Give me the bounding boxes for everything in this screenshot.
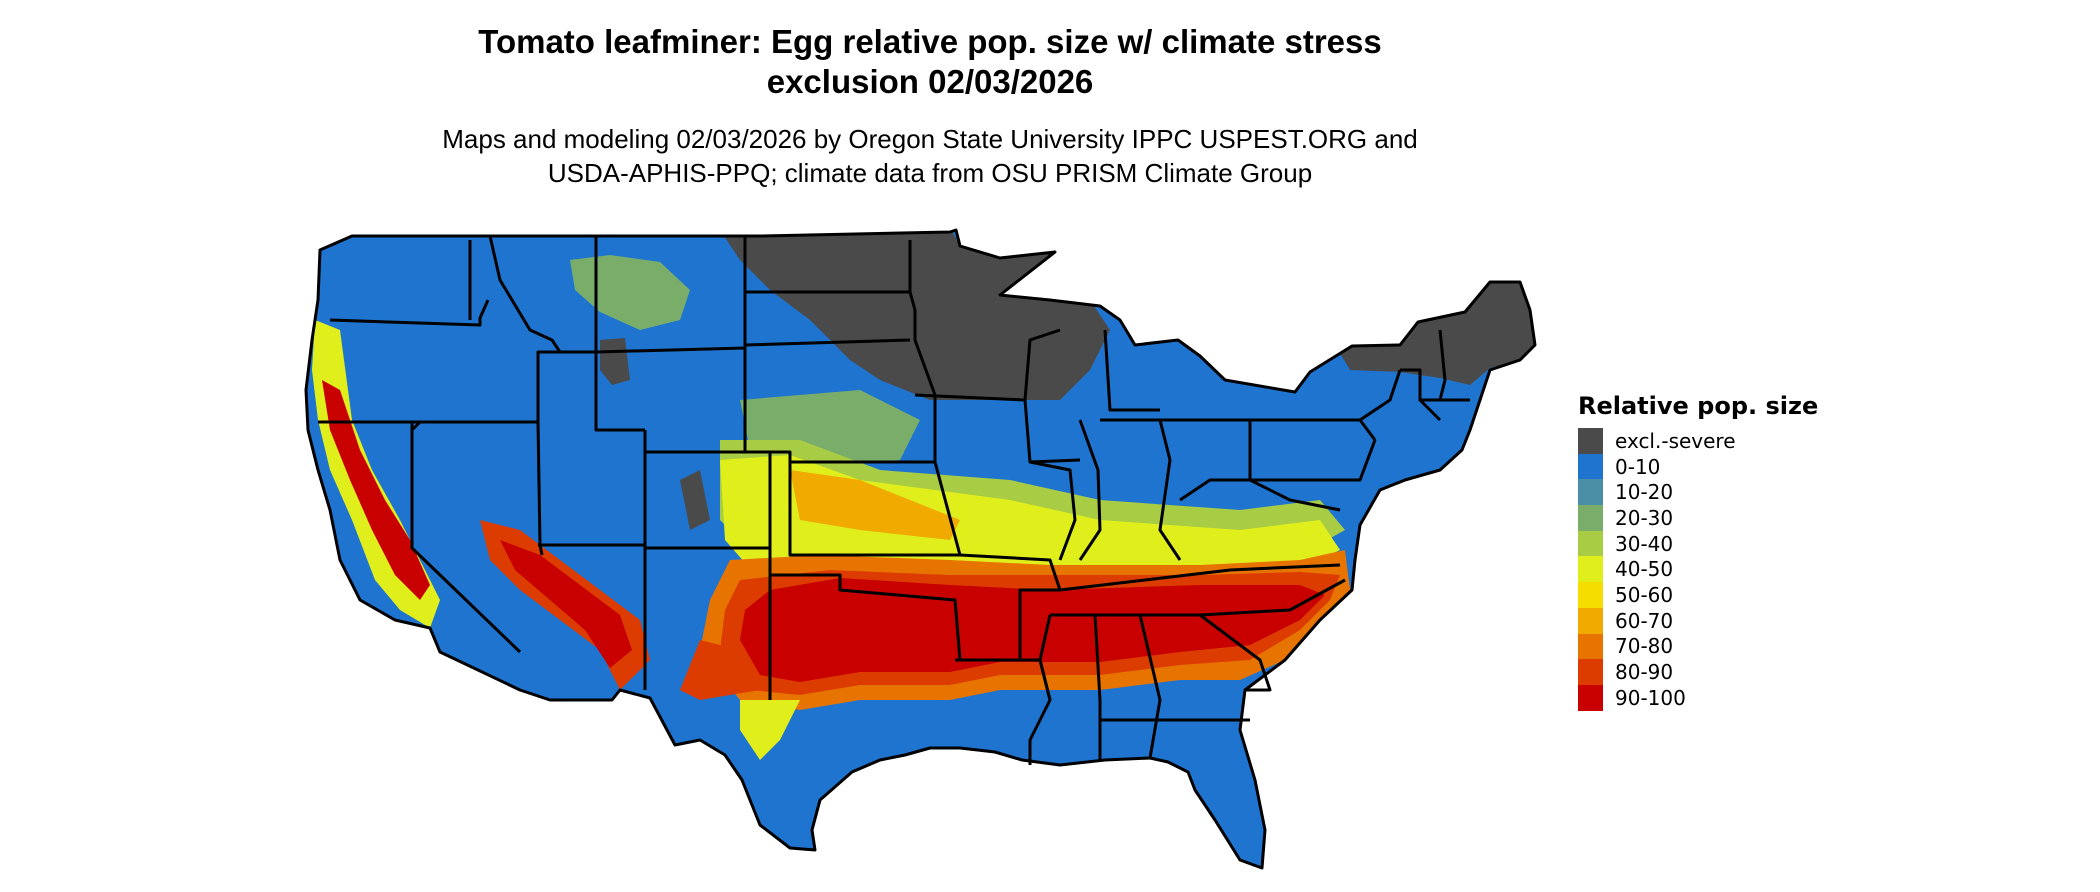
- zone-90-100-band: [740, 578, 1325, 682]
- legend-label: excl.-severe: [1615, 428, 1736, 453]
- border-ms-west: [1038, 614, 1052, 701]
- border-il-in: [1078, 419, 1102, 561]
- zone-excluded-northeast: [1335, 280, 1535, 385]
- map-title: Tomato leafminer: Egg relative pop. size…: [0, 22, 1860, 102]
- legend-item: 80-90: [1578, 659, 1818, 685]
- border-nh-me: [1438, 329, 1447, 401]
- legend-swatch: [1578, 453, 1603, 480]
- border-ne-mo: [933, 461, 962, 556]
- legend-swatch: [1578, 428, 1603, 454]
- legend-item: 0-10: [1578, 453, 1818, 480]
- legend-label: 50-60: [1615, 582, 1674, 607]
- legend-label: 0-10: [1615, 454, 1661, 479]
- border-co-ne: [745, 450, 935, 464]
- map-title-line-1: Tomato leafminer: Egg relative pop. size…: [478, 23, 1382, 60]
- legend-item: excl.-severe: [1578, 428, 1818, 454]
- zone-60-70-kansas: [790, 470, 960, 540]
- border-ks-ok: [788, 462, 960, 557]
- border-ms-al: [1093, 614, 1102, 760]
- legend-swatch: [1578, 607, 1603, 634]
- legend-item: 10-20: [1578, 479, 1818, 506]
- legend: Relative pop. size excl.-severe 0-10 10-20…: [1578, 392, 1818, 711]
- border-vt-nh: [1400, 368, 1442, 422]
- legend-item: 70-80: [1578, 633, 1818, 660]
- legend-swatch: [1578, 659, 1603, 685]
- legend-label: 70-80: [1615, 634, 1674, 659]
- legend-swatch: [1578, 633, 1603, 660]
- zone-excluded-colorado: [680, 470, 710, 530]
- legend-label: 40-50: [1615, 557, 1674, 582]
- map-subtitle-line-2: USDA-APHIS-PPQ; climate data from OSU PR…: [547, 158, 1313, 188]
- border-wy-co: [643, 348, 747, 454]
- map-subtitle: Maps and modeling 02/03/2026 by Oregon S…: [0, 122, 1860, 190]
- border-mi-lower: [1103, 329, 1160, 412]
- border-sd-ne: [744, 338, 911, 347]
- border-ny-vt: [1359, 369, 1402, 422]
- border-nv-ut: [412, 420, 544, 556]
- zone-40-50-texas-west: [740, 700, 800, 760]
- legend-swatch: [1578, 530, 1603, 557]
- state-borders: [304, 228, 1537, 870]
- us-outline: [304, 228, 1537, 870]
- legend-item: 30-40: [1578, 530, 1818, 557]
- us-map: [304, 228, 1537, 870]
- zone-excluded-wyoming: [600, 338, 630, 385]
- legend-item: 90-100: [1578, 684, 1818, 711]
- zone-90-100-arizona: [500, 540, 632, 668]
- border-wa-or: [329, 299, 490, 327]
- legend-swatch: [1578, 505, 1603, 531]
- border-az-nm: [540, 543, 647, 690]
- border-ca-nv: [410, 422, 522, 654]
- legend-label: 10-20: [1615, 480, 1674, 505]
- border-ia-mo-il: [1029, 460, 1077, 561]
- border-in-oh: [1100, 418, 1182, 561]
- border-pa-md: [1250, 439, 1377, 482]
- legend-item: 20-30: [1578, 505, 1818, 531]
- border-al-ga: [1138, 614, 1162, 759]
- legend-swatch: [1578, 684, 1603, 711]
- legend-title: Relative pop. size: [1578, 392, 1819, 420]
- border-ga-sc: [1199, 613, 1272, 692]
- map-subtitle-line-1: Maps and modeling 02/03/2026 by Oregon S…: [442, 124, 1418, 154]
- border-tn-north: [1059, 563, 1341, 592]
- legend-label: 80-90: [1615, 660, 1674, 685]
- legend-label: 60-70: [1615, 608, 1674, 633]
- climate-raster: [306, 230, 1535, 868]
- map-title-line-2: exclusion 02/03/2026: [766, 63, 1094, 100]
- legend-items: excl.-severe 0-10 10-20 20-30 30-40 40-50 50-6…: [1578, 428, 1818, 711]
- legend-label: 90-100: [1615, 685, 1686, 710]
- zone-90-100-california-valley: [322, 380, 430, 600]
- legend-item: 50-60: [1578, 582, 1818, 608]
- border-nd-mn: [908, 240, 937, 462]
- zone-80-90-new-mexico: [680, 640, 760, 700]
- legend-item: 60-70: [1578, 607, 1818, 634]
- border-mn-wi: [1023, 328, 1061, 401]
- border-mn-ia: [914, 393, 1081, 464]
- legend-swatch: [1578, 479, 1603, 506]
- border-tn-south: [1050, 578, 1346, 617]
- legend-label: 20-30: [1615, 505, 1674, 530]
- legend-label: 30-40: [1615, 531, 1674, 556]
- border-ok-tx: [770, 573, 962, 661]
- zone-20-30-montana: [570, 255, 690, 330]
- legend-swatch: [1578, 582, 1603, 608]
- legend-item: 40-50: [1578, 556, 1818, 583]
- legend-swatch: [1578, 556, 1603, 583]
